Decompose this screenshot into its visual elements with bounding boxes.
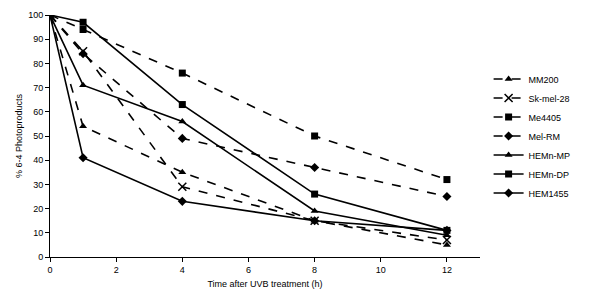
svg-text:10: 10 — [33, 228, 43, 238]
svg-text:HEMn-DP: HEMn-DP — [529, 170, 570, 180]
svg-text:20: 20 — [33, 204, 43, 214]
svg-text:Sk-mel-28: Sk-mel-28 — [529, 94, 570, 104]
svg-text:80: 80 — [33, 59, 43, 69]
svg-text:HEM1455: HEM1455 — [529, 189, 569, 199]
svg-text:90: 90 — [33, 34, 43, 44]
svg-text:MM200: MM200 — [529, 75, 559, 85]
svg-text:100: 100 — [28, 10, 43, 20]
svg-text:40: 40 — [33, 155, 43, 165]
svg-text:60: 60 — [33, 107, 43, 117]
svg-text:30: 30 — [33, 180, 43, 190]
svg-text:8: 8 — [312, 265, 317, 275]
svg-text:4: 4 — [180, 265, 185, 275]
svg-text:10: 10 — [376, 265, 386, 275]
svg-text:Time after UVB treatment (h): Time after UVB treatment (h) — [207, 279, 322, 289]
svg-text:6: 6 — [246, 265, 251, 275]
svg-text:0: 0 — [47, 265, 52, 275]
svg-text:70: 70 — [33, 83, 43, 93]
svg-text:Me4405: Me4405 — [529, 113, 562, 123]
svg-text:% 6-4 Photoproducts: % 6-4 Photoproducts — [14, 93, 24, 178]
svg-text:50: 50 — [33, 131, 43, 141]
svg-text:Mel-RM: Mel-RM — [529, 132, 561, 142]
svg-text:12: 12 — [442, 265, 452, 275]
svg-text:HEMn-MP: HEMn-MP — [529, 151, 571, 161]
svg-text:2: 2 — [114, 265, 119, 275]
svg-text:0: 0 — [38, 252, 43, 262]
